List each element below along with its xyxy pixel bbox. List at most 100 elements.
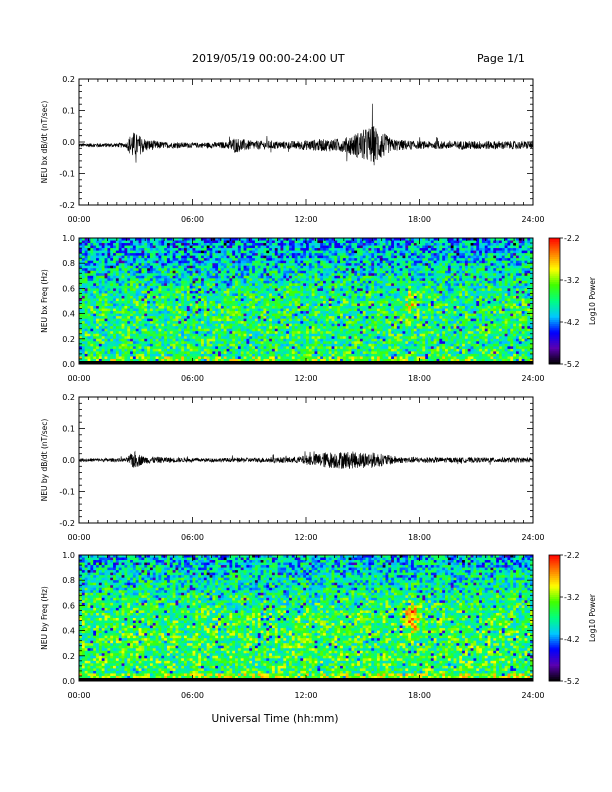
heatmap-cell: [110, 255, 114, 259]
heatmap-cell: [354, 285, 358, 289]
heatmap-cell: [376, 273, 381, 277]
heatmap-cell: [93, 270, 97, 274]
heatmap-cell: [496, 263, 500, 267]
heatmap-cell: [467, 303, 471, 307]
heatmap-cell: [240, 245, 244, 249]
heatmap-cell: [237, 275, 242, 279]
heatmap-cell: [515, 258, 520, 262]
heatmap-cell: [334, 280, 338, 284]
heatmap-cell: [385, 311, 389, 314]
heatmap-cell: [189, 308, 193, 312]
heatmap-cell: [175, 260, 179, 264]
heatmap-cell: [501, 295, 506, 299]
heatmap-cell: [365, 248, 369, 251]
heatmap-cell: [476, 240, 480, 244]
heatmap-cell: [101, 243, 105, 246]
heatmap-cell: [286, 243, 290, 246]
heatmap-cell: [144, 298, 148, 302]
heatmap-cell: [328, 263, 332, 267]
heatmap-cell: [484, 270, 488, 274]
heatmap-cell: [393, 285, 398, 289]
heatmap-cell: [422, 288, 426, 292]
heatmap-cell: [175, 285, 179, 289]
heatmap-cell: [127, 285, 131, 289]
heatmap-cell: [408, 278, 412, 282]
heatmap-cell: [496, 288, 500, 292]
heatmap-cell: [359, 285, 364, 289]
heatmap-cell: [303, 301, 307, 304]
heatmap-cell: [110, 270, 114, 274]
heatmap-cell: [135, 306, 139, 309]
heatmap-cell: [286, 238, 290, 241]
heatmap-cell: [186, 255, 191, 259]
heatmap-cell: [246, 245, 250, 249]
heatmap-cell: [113, 260, 117, 264]
heatmap-cell: [496, 298, 500, 302]
heatmap-cell: [183, 303, 188, 307]
heatmap-cell: [218, 263, 222, 267]
heatmap-cell: [96, 308, 100, 312]
heatmap-cell: [209, 255, 213, 259]
heatmap-cell: [371, 270, 375, 274]
heatmap-cell: [422, 260, 426, 264]
heatmap-cell: [462, 285, 466, 289]
heatmap-cell: [286, 268, 290, 272]
heatmap-cell: [266, 311, 270, 314]
heatmap-cell: [195, 278, 199, 282]
heatmap-cell: [470, 248, 474, 251]
heatmap-cell: [269, 238, 273, 241]
heatmap-cell: [124, 255, 128, 259]
heatmap-cell: [399, 303, 403, 307]
heatmap-cell: [368, 250, 372, 254]
heatmap-cell: [413, 311, 418, 314]
heatmap-cell: [325, 253, 330, 257]
heatmap-cell: [515, 268, 520, 272]
heatmap-cell: [496, 250, 500, 254]
heatmap-cell: [195, 255, 199, 259]
heatmap-cell: [201, 308, 205, 312]
heatmap-cell: [246, 268, 250, 272]
heatmap-cell: [203, 250, 208, 254]
heatmap-cell: [263, 250, 267, 254]
heatmap-cell: [209, 303, 213, 307]
heatmap-cell: [254, 248, 259, 251]
heatmap-cell: [447, 295, 452, 299]
heatmap-cell: [345, 301, 349, 304]
heatmap-cell: [294, 285, 298, 289]
heatmap-cell: [393, 240, 398, 244]
heatmap-cell: [93, 283, 97, 287]
heatmap-cell: [149, 255, 154, 259]
heatmap-cell: [263, 290, 267, 294]
heatmap-cell: [331, 285, 335, 289]
heatmap-cell: [464, 275, 469, 279]
heatmap-cell: [365, 263, 369, 267]
heatmap-cell: [274, 238, 279, 241]
heatmap-cell: [359, 245, 364, 249]
heatmap-cell: [223, 275, 227, 279]
heatmap-cell: [144, 250, 148, 254]
heatmap-cell: [510, 306, 514, 309]
heatmap-cell: [291, 255, 296, 259]
heatmap-cell: [175, 278, 179, 282]
heatmap-cell: [124, 280, 128, 284]
heatmap-cell: [280, 270, 284, 274]
heatmap-cell: [81, 268, 86, 272]
heatmap-cell: [391, 263, 395, 267]
heatmap-cell: [345, 270, 349, 274]
heatmap-cell: [144, 308, 148, 312]
heatmap-cell: [371, 253, 375, 257]
heatmap-cell: [456, 260, 460, 264]
heatmap-cell: [223, 238, 227, 241]
heatmap-cell: [470, 308, 474, 312]
heatmap-cell: [481, 280, 486, 284]
heatmap-cell: [84, 273, 88, 277]
heatmap-cell: [192, 263, 196, 267]
heatmap-cell: [402, 280, 406, 284]
heatmap-cell: [147, 283, 151, 287]
heatmap-cell: [530, 260, 534, 264]
heatmap-cell: [158, 306, 162, 309]
heatmap-cell: [164, 275, 168, 279]
heatmap-cell: [473, 265, 477, 269]
heatmap-cell: [189, 255, 193, 259]
heatmap-cell: [155, 303, 159, 307]
